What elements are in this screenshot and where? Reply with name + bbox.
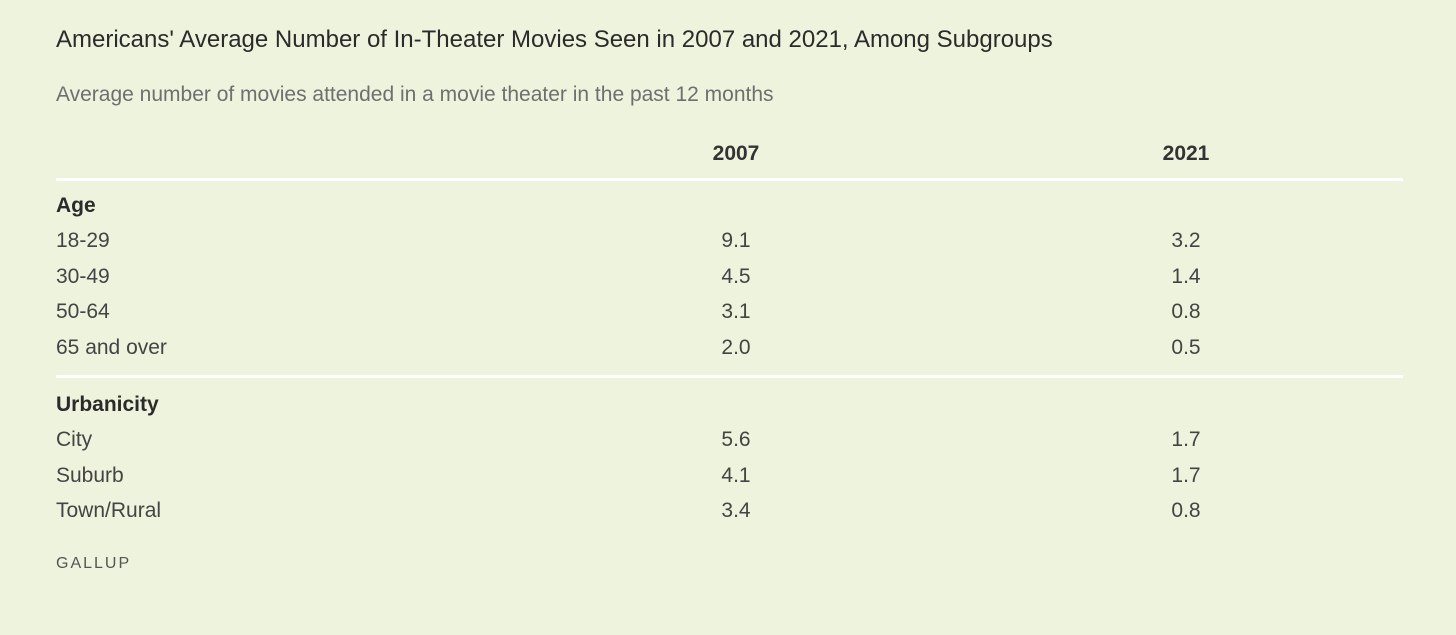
value-2021: 0.8 [1171,499,1201,522]
row-label: City [56,428,93,451]
value-2021: 3.2 [1171,229,1201,252]
table-row: 30-49 4.5 1.4 [56,259,1403,295]
source-logo-text: GALLUP [56,555,132,572]
value-2007: 3.4 [721,499,751,522]
table-row: 50-64 3.1 0.8 [56,294,1403,330]
group-title: Age [56,194,96,217]
column-header-2021: 2021 [1162,142,1210,165]
table-row: 18-29 9.1 3.2 [56,223,1403,259]
group-urbanicity: Urbanicity City 5.6 1.7 Suburb 4.1 1.7 T… [56,375,1403,529]
page-subtitle: Average number of movies attended in a m… [56,83,774,106]
value-2021: 1.7 [1171,463,1201,487]
group-title: Urbanicity [56,393,159,416]
column-header-2007: 2007 [712,142,760,165]
row-label: Town/Rural [56,499,162,522]
table-row: Town/Rural 3.4 0.8 [56,493,1403,529]
data-table: 2007 2021 Age 18-29 9.1 3.2 30-49 4.5 1.… [56,138,1403,529]
value-2007: 4.1 [721,463,751,487]
row-label: 50-64 [56,300,110,323]
row-label: 65 and over [56,335,167,359]
table-row: City 5.6 1.7 [56,422,1403,458]
value-2021: 0.5 [1171,335,1201,359]
row-label: Suburb [56,463,124,487]
table-header-row: 2007 2021 [56,138,1403,181]
row-label: 30-49 [56,264,110,288]
table-row: Suburb 4.1 1.7 [56,458,1403,494]
value-2007: 3.1 [721,300,751,323]
value-2007: 2.0 [721,335,751,359]
group-age: Age 18-29 9.1 3.2 30-49 4.5 1.4 50-64 3.… [56,181,1403,365]
value-2007: 5.6 [721,428,751,451]
value-2021: 0.8 [1171,300,1201,323]
value-2007: 9.1 [721,229,751,252]
value-2021: 1.7 [1171,428,1201,451]
row-label: 18-29 [56,229,110,252]
value-2007: 4.5 [721,264,751,288]
table-row: 65 and over 2.0 0.5 [56,330,1403,366]
value-2021: 1.4 [1171,264,1201,288]
page-title: Americans' Average Number of In-Theater … [56,26,1053,53]
